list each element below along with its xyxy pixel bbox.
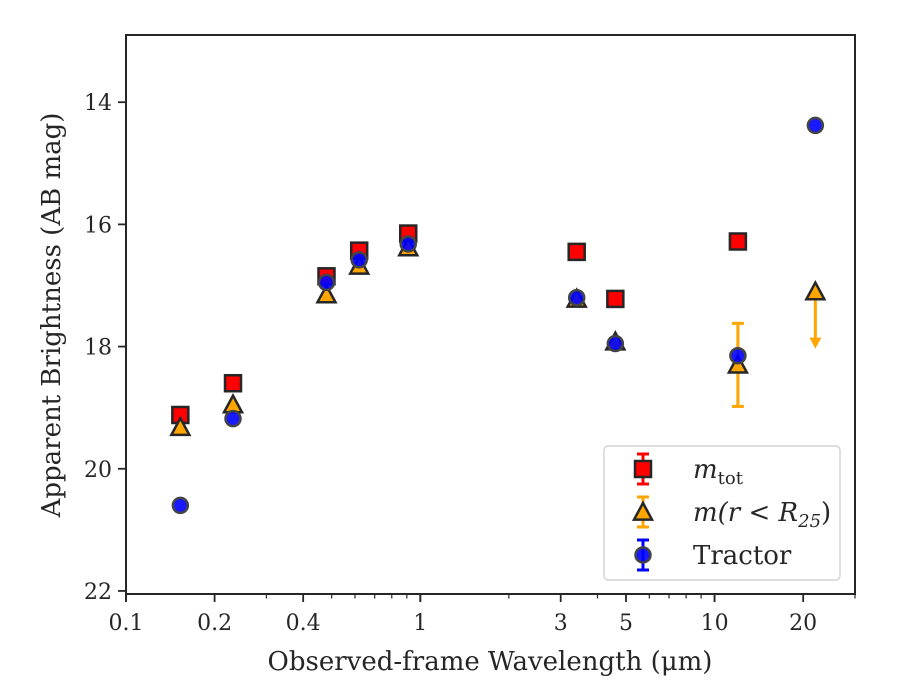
data-point (315, 283, 338, 304)
x-tick-label: 3 (554, 611, 568, 636)
upper-limit-arrow (809, 337, 822, 349)
legend-marker (634, 546, 652, 564)
legend: mtot m(r < R25) Tractor (603, 445, 841, 581)
legend-marker (633, 459, 653, 479)
x-axis-label: Observed-frame Wavelength (μm) (268, 647, 713, 677)
x-tick-label: 10 (701, 611, 729, 636)
y-tick-label: 20 (84, 458, 112, 483)
data-point (317, 273, 336, 292)
plot-area: 0.1 0.2 0.4 1 3 5 10 20 14 16 18 20 22 (84, 34, 856, 636)
data-point (567, 242, 586, 262)
y-axis-label: Apparent Brightness (AB mag) (37, 113, 67, 519)
legend-item-square: mtot (633, 452, 744, 489)
y-tick-label: 18 (84, 336, 112, 361)
y-tick-label: 22 (84, 580, 112, 605)
data-point (806, 116, 825, 135)
data-point (399, 235, 417, 253)
data-point (606, 334, 625, 353)
x-tick-label: 0.4 (286, 611, 321, 636)
legend-item-triangle: m(r < R25) (631, 495, 831, 532)
y-tick-label: 16 (84, 213, 112, 238)
x-tick-label: 20 (789, 611, 817, 636)
legend-label: Tractor (693, 541, 792, 571)
series-circle (171, 116, 825, 515)
x-axis-ticks: 0.1 0.2 0.4 1 3 5 10 20 (109, 594, 856, 636)
x-tick-label: 5 (619, 611, 633, 636)
legend-label: mtot (693, 455, 744, 489)
data-point (729, 346, 747, 365)
x-tick-label: 0.2 (197, 611, 232, 636)
data-point (350, 251, 368, 269)
y-tick-label: 14 (84, 91, 112, 116)
data-point (223, 373, 243, 393)
legend-item-circle: Tractor (634, 538, 792, 572)
data-point (169, 415, 192, 437)
data-point (567, 288, 586, 307)
x-tick-label: 0.1 (109, 611, 144, 636)
axes-frame (125, 34, 856, 595)
x-tick-label: 1 (413, 611, 427, 636)
legend-frame (603, 445, 841, 581)
data-point (224, 409, 242, 428)
data-point (606, 289, 625, 309)
legend-marker (631, 500, 655, 521)
data-points (169, 116, 827, 515)
legend-label: m(r < R25) (693, 498, 831, 532)
data-point (804, 279, 827, 301)
data-point (171, 496, 190, 515)
data-point (728, 232, 748, 251)
y-axis-ticks: 14 16 18 20 22 (84, 91, 126, 605)
